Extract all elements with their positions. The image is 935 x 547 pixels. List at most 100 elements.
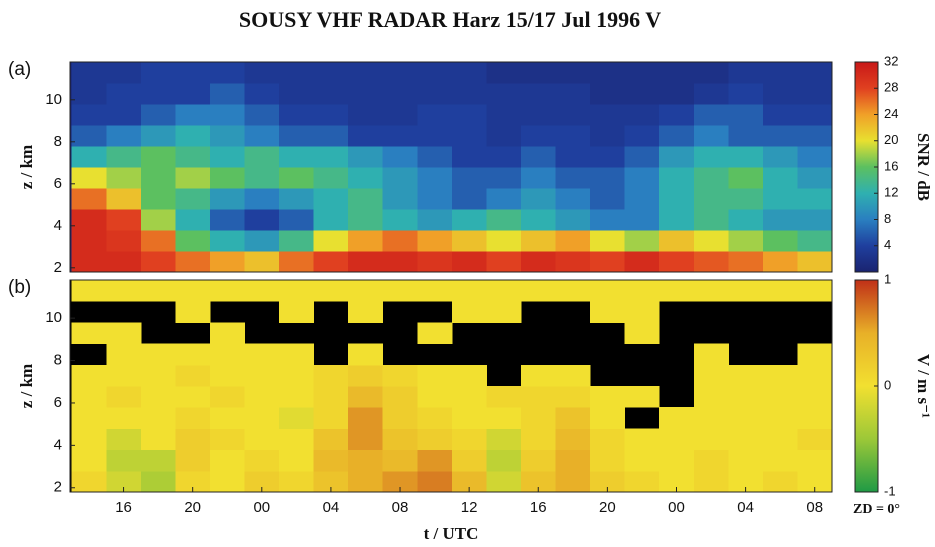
heatmap-cell <box>659 407 694 429</box>
heatmap-cell <box>556 62 591 84</box>
heatmap-cell <box>210 471 245 493</box>
heatmap-cell <box>141 280 176 302</box>
heatmap-cell <box>452 62 487 84</box>
heatmap-cell <box>245 167 280 189</box>
heatmap-cell <box>348 83 383 105</box>
heatmap-cell <box>625 251 660 273</box>
y-tick-label: 4 <box>54 217 62 234</box>
x-tick-label: 12 <box>461 499 478 516</box>
heatmap-cell <box>141 407 176 429</box>
heatmap-cell <box>383 209 418 231</box>
heatmap-cell <box>175 344 210 366</box>
heatmap-cell <box>245 83 280 105</box>
heatmap-cell <box>452 386 487 408</box>
heatmap-cell <box>210 280 245 302</box>
heatmap-cell <box>659 209 694 231</box>
heatmap-cell <box>383 280 418 302</box>
heatmap-cell <box>106 280 141 302</box>
heatmap-cell <box>556 365 591 387</box>
heatmap-cell <box>728 83 763 105</box>
heatmap-cell <box>175 450 210 472</box>
heatmap-cell <box>72 62 107 84</box>
heatmap-cell <box>383 104 418 126</box>
heatmap-cell <box>590 167 625 189</box>
y-tick-label: 6 <box>54 175 62 192</box>
heatmap-cell <box>210 188 245 210</box>
heatmap-cell <box>797 104 832 126</box>
heatmap-cell <box>314 62 349 84</box>
heatmap-cell <box>521 386 556 408</box>
heatmap-cell <box>210 209 245 231</box>
heatmap-cell <box>486 230 521 252</box>
heatmap-cell <box>659 125 694 147</box>
colorbar-tick-label: -1 <box>884 483 896 498</box>
heatmap-cell <box>797 450 832 472</box>
heatmap-cell <box>486 450 521 472</box>
heatmap-cell <box>590 251 625 273</box>
heatmap-cell <box>348 230 383 252</box>
heatmap-cell <box>659 62 694 84</box>
heatmap-cell <box>314 146 349 168</box>
panel-label: (b) <box>8 277 31 298</box>
x-tick-label: 04 <box>323 499 340 516</box>
heatmap-cell <box>763 104 798 126</box>
heatmap-cell <box>625 280 660 302</box>
heatmap-cell <box>279 450 314 472</box>
heatmap-cell <box>314 407 349 429</box>
heatmap-cell <box>590 280 625 302</box>
heatmap-cell <box>694 104 729 126</box>
y-axis-label: z / km <box>17 145 36 189</box>
heatmap-cell <box>728 146 763 168</box>
heatmap-cell <box>106 62 141 84</box>
heatmap-cell <box>521 167 556 189</box>
heatmap-cell <box>141 125 176 147</box>
heatmap-cell <box>797 407 832 429</box>
x-tick-label: 20 <box>184 499 201 516</box>
heatmap-cell <box>659 251 694 273</box>
heatmap-cell <box>72 322 107 344</box>
heatmap-cell <box>763 386 798 408</box>
heatmap-cell <box>348 104 383 126</box>
heatmap-cell <box>694 428 729 450</box>
heatmap-cell <box>314 450 349 472</box>
heatmap-cell <box>210 386 245 408</box>
heatmap-cell <box>279 251 314 273</box>
heatmap-cell <box>556 450 591 472</box>
heatmap-cell <box>659 428 694 450</box>
heatmap-cell <box>314 83 349 105</box>
colorbar-tick-label: 20 <box>884 132 898 147</box>
heatmap-cell <box>556 83 591 105</box>
heatmap-cell <box>797 428 832 450</box>
heatmap-cell <box>417 83 452 105</box>
heatmap-cell <box>141 104 176 126</box>
colorbar-tick-label: 16 <box>884 158 898 173</box>
heatmap-cell <box>452 301 487 323</box>
heatmap-cell <box>797 146 832 168</box>
heatmap-cell <box>175 386 210 408</box>
heatmap-cell <box>590 450 625 472</box>
heatmap-cell <box>556 188 591 210</box>
colorbar-tick-label: 4 <box>884 237 891 252</box>
heatmap-cell <box>72 167 107 189</box>
heatmap-cell <box>141 251 176 273</box>
heatmap-cell <box>348 428 383 450</box>
heatmap-cell <box>106 407 141 429</box>
x-tick-label: 16 <box>530 499 547 516</box>
x-tick-label: 20 <box>599 499 616 516</box>
heatmap-cell <box>348 450 383 472</box>
heatmap-cell <box>314 251 349 273</box>
heatmap-cell <box>728 251 763 273</box>
colorbar-tick-label: 32 <box>884 53 898 68</box>
heatmap-cell <box>452 428 487 450</box>
heatmap-cell <box>659 230 694 252</box>
heatmap-cell <box>590 125 625 147</box>
heatmap-cell <box>728 209 763 231</box>
heatmap-cell <box>279 146 314 168</box>
heatmap-cell <box>625 209 660 231</box>
heatmap-cell <box>417 365 452 387</box>
heatmap-cell <box>486 407 521 429</box>
heatmap-cell <box>417 104 452 126</box>
heatmap-cell <box>521 104 556 126</box>
heatmap-cell <box>556 280 591 302</box>
heatmap-cell <box>625 301 660 323</box>
